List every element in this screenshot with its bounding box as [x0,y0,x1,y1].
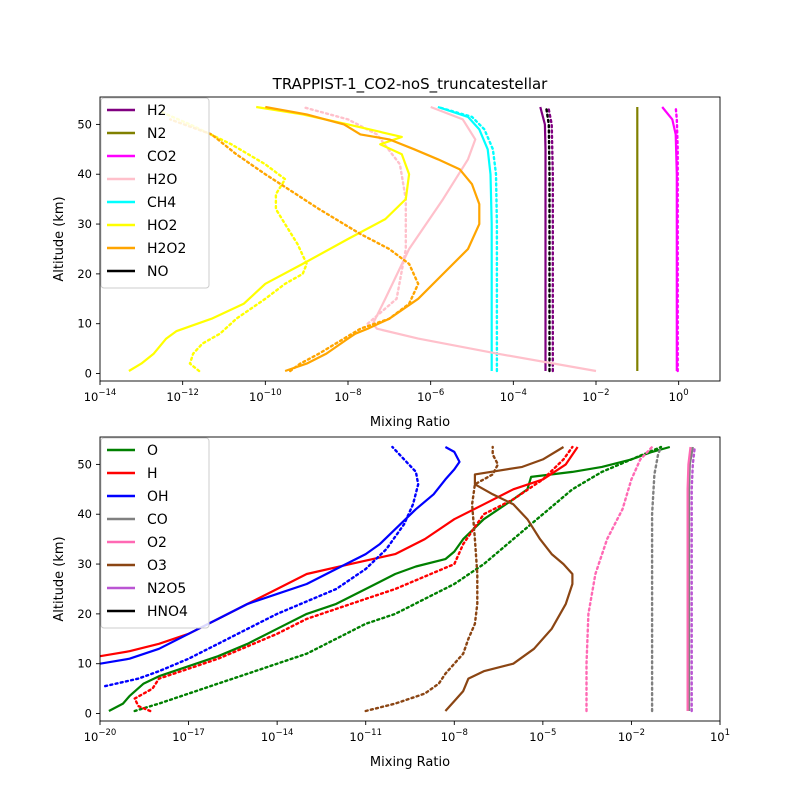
top-legend: H2 N2 CO2 H2O CH4 HO2 H2O2 NO [100,97,210,289]
bottom-xtick-label: 101 [710,728,730,744]
top-series-co2-dotted [674,105,679,373]
top-y-axis-label: Altitude (km) [52,196,67,281]
bottom-legend-label: CO [147,512,168,528]
bottom-series-oh-dotted [104,445,420,688]
bottom-xtick-label: 10−8 [441,728,468,744]
bottom-legend-label: O3 [147,558,167,574]
top-ytick-label: 40 [77,167,92,181]
bottom-series-o2-solid [686,446,692,711]
bottom-series-o3-dotted [364,445,500,713]
top-axes-frame [99,96,721,382]
top-legend-label: N2 [147,126,166,142]
top-series-h2-dotted [547,105,554,373]
top-series-h2o2-dotted [169,118,420,373]
bottom-series-h-solid [100,446,579,658]
bottom-series-co-dotted [650,445,663,713]
top-ytick-label: 0 [85,367,92,381]
bottom-legend-label: H [147,466,158,482]
bottom-ytick-label: 0 [85,707,92,721]
top-xtick-label: 10−10 [249,388,282,404]
bottom-y-axis-label: Altitude (km) [52,536,67,621]
top-xtick-label: 10−12 [166,388,199,404]
top-xtick-label: 10−14 [84,388,117,404]
top-series-group [128,105,679,373]
bottom-series-co-solid [688,446,694,711]
top-legend-label: H2O2 [147,241,186,257]
bottom-legend-label: OH [147,489,169,505]
top-x-axis-label: Mixing Ratio [370,415,450,430]
top-xtick-label: 10−6 [417,388,444,404]
top-legend-label: CH4 [147,195,176,211]
top-series-ch4-solid [437,105,493,371]
top-xtick-label: 100 [669,388,689,404]
top-plot: 10−14 10−12 10−10 10−8 10−6 10−4 10−2 100 0 10 20 3… [52,75,721,430]
bottom-axes-frame [99,436,721,722]
top-legend-label: H2 [147,103,166,119]
top-ytick-label: 10 [77,317,92,331]
top-series-ho2-dotted [159,110,308,373]
top-series-h2-solid [539,106,547,371]
bottom-legend-label: O [147,443,158,459]
top-series-h2o2-solid [265,105,481,373]
bottom-ytick-label: 40 [77,507,92,521]
bottom-plot: 10−20 10−17 10−14 10−11 10−8 10−5 10−2 10101020… [52,436,730,770]
bottom-series-o-dotted [133,445,663,713]
bottom-xtick-label: 10−20 [84,728,117,744]
bottom-ytick-label: 20 [77,607,92,621]
top-ytick-label: 20 [77,267,92,281]
top-ytick-label: 50 [77,117,92,131]
top-legend-label: CO2 [147,149,177,165]
bottom-series-o-solid [108,445,671,712]
top-chart-title: TRAPPIST-1_CO2-noS_truncatestellar [272,75,549,94]
top-series-h2o-dotted [301,105,407,325]
top-legend-box [100,97,210,289]
top-xtick-label: 10−4 [500,388,527,404]
bottom-series-oh-solid [100,446,461,665]
bottom-legend-box [100,437,210,629]
bottom-xtick-label: 10−5 [529,728,556,744]
top-legend-label: NO [147,264,169,280]
top-series-ho2-solid [128,105,411,372]
bottom-series-group [100,445,696,713]
top-xtick-label: 10−8 [334,388,361,404]
top-series-co2-solid [661,106,678,371]
bottom-ytick-label: 30 [77,557,92,571]
bottom-series-n2o5-dotted [690,445,696,713]
bottom-xtick-label: 10−17 [172,728,205,744]
bottom-legend-label: O2 [147,535,167,551]
bottom-ytick-label: 10 [77,657,92,671]
bottom-legend: OH OH CO O2 O3 N2O5 HNO4 [100,437,210,629]
bottom-series-o2-dotted [585,445,654,713]
bottom-xtick-label: 10−14 [261,728,294,744]
bottom-xtick-label: 10−11 [349,728,382,744]
bottom-series-h-dotted [133,445,574,713]
top-xtick-label: 10−2 [582,388,609,404]
bottom-series-o3-solid [444,446,574,712]
bottom-ytick-label: 50 [77,457,92,471]
bottom-xtick-label: 10−2 [618,728,645,744]
bottom-x-axis-label: Mixing Ratio [370,755,450,770]
top-series-no-dotted [544,105,551,373]
top-series-ch4-dotted [436,105,499,373]
top-legend-label: H2O [147,172,177,188]
bottom-legend-label: N2O5 [147,581,186,597]
top-ytick-label: 30 [77,217,92,231]
top-series-h2o-solid [371,105,597,373]
bottom-legend-label: HNO4 [147,604,188,620]
top-legend-label: HO2 [147,218,177,234]
